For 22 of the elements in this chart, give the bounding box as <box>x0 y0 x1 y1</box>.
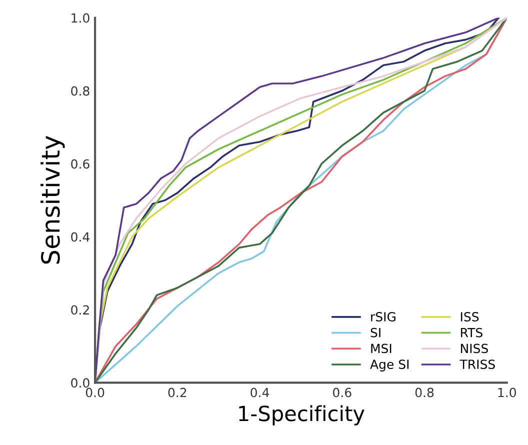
legend-label: rSIG <box>371 312 396 322</box>
x-tick-label: 0.4 <box>250 388 270 398</box>
legend-label: Age SI <box>370 360 409 372</box>
x-tick-label: 0.8 <box>415 388 434 398</box>
x-tick-label: 0.2 <box>168 388 186 398</box>
legend-label: TRISS <box>460 360 495 370</box>
legend-label: ISS <box>460 312 479 322</box>
y-tick-label: 0.0 <box>71 378 90 388</box>
y-tick-label: 1.0 <box>72 13 90 23</box>
legend-label: RTS <box>460 328 482 338</box>
x-tick-label: 1.0 <box>498 388 516 398</box>
y-tick-label: 0.2 <box>71 305 89 315</box>
y-tick-label: 0.4 <box>71 232 90 242</box>
x-axis-title: 1-Specificity <box>239 405 364 426</box>
x-tick-label: 0.6 <box>333 388 352 398</box>
legend-label: MSI <box>371 344 392 354</box>
legend-label: SI <box>370 328 380 338</box>
y-tick-label: 0.6 <box>71 159 90 169</box>
legend-label: NISS <box>460 344 488 354</box>
y-axis-title: Sensitivity <box>40 136 65 264</box>
y-tick-label: 0.8 <box>71 86 90 96</box>
x-tick-label: 0.0 <box>86 388 104 398</box>
